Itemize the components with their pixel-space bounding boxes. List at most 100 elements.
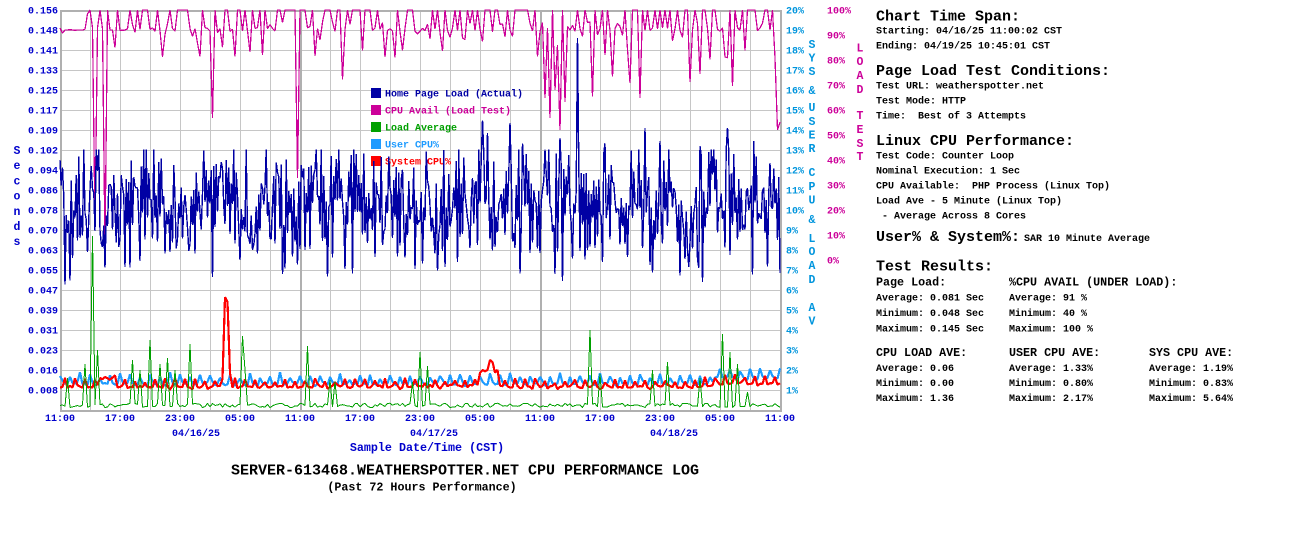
svg-text:S: S bbox=[857, 138, 864, 151]
svg-text:04/17/25: 04/17/25 bbox=[410, 428, 458, 440]
svg-text:Minimum: 0.048 Sec: Minimum: 0.048 Sec bbox=[876, 308, 984, 320]
svg-text:S: S bbox=[809, 39, 816, 52]
svg-text:0.148: 0.148 bbox=[28, 27, 58, 38]
svg-text:0.039: 0.039 bbox=[28, 307, 58, 318]
svg-text:Page Load:: Page Load: bbox=[876, 276, 946, 290]
svg-text:0.156: 0.156 bbox=[28, 7, 58, 18]
svg-text:11:00: 11:00 bbox=[45, 414, 75, 425]
svg-text:17:00: 17:00 bbox=[105, 414, 135, 425]
svg-text:14%: 14% bbox=[786, 127, 804, 138]
svg-text:Ending: 04/19/25 10:45:01 CST: Ending: 04/19/25 10:45:01 CST bbox=[876, 41, 1050, 53]
svg-text:Average: 91 %: Average: 91 % bbox=[1009, 294, 1087, 305]
svg-text:0.031: 0.031 bbox=[28, 327, 58, 338]
svg-text:Load Average: Load Average bbox=[385, 123, 457, 135]
svg-text:C: C bbox=[809, 167, 816, 180]
svg-text:0.055: 0.055 bbox=[28, 267, 58, 278]
svg-text:50%: 50% bbox=[827, 132, 845, 143]
svg-text:E: E bbox=[809, 130, 816, 143]
svg-text:17:00: 17:00 bbox=[585, 414, 615, 425]
svg-text:4%: 4% bbox=[786, 327, 798, 338]
svg-text:10%: 10% bbox=[786, 207, 804, 218]
svg-text:e: e bbox=[14, 160, 21, 173]
svg-text:SAR 10 Minute Average: SAR 10 Minute Average bbox=[1024, 233, 1150, 245]
svg-text:Average: 1.33%: Average: 1.33% bbox=[1009, 364, 1093, 375]
svg-text:L: L bbox=[857, 43, 864, 56]
svg-text:Test Results:: Test Results: bbox=[876, 259, 993, 276]
svg-text:10%: 10% bbox=[827, 232, 845, 243]
svg-text:70%: 70% bbox=[827, 82, 845, 93]
svg-text:CPU Available: PHP Process (L: CPU Available: PHP Process (Linux Top) bbox=[876, 181, 1110, 193]
svg-text:s: s bbox=[14, 236, 21, 249]
svg-text:30%: 30% bbox=[827, 182, 845, 193]
svg-text:Page Load Test Conditions:: Page Load Test Conditions: bbox=[876, 63, 1110, 80]
svg-text:0.109: 0.109 bbox=[28, 127, 58, 138]
svg-text:23:00: 23:00 bbox=[165, 414, 195, 425]
svg-text:05:00: 05:00 bbox=[705, 414, 735, 425]
svg-text:S: S bbox=[14, 145, 21, 158]
svg-text:Average: 0.081 Sec: Average: 0.081 Sec bbox=[876, 294, 984, 305]
svg-text:60%: 60% bbox=[827, 107, 845, 118]
svg-text:12%: 12% bbox=[786, 167, 804, 178]
svg-text:05:00: 05:00 bbox=[225, 414, 255, 425]
svg-text:(Past 72 Hours Performance): (Past 72 Hours Performance) bbox=[327, 481, 516, 495]
svg-text:Average: 0.06: Average: 0.06 bbox=[876, 364, 954, 375]
svg-text:S: S bbox=[809, 66, 816, 79]
svg-text:0.023: 0.023 bbox=[28, 347, 58, 358]
svg-text:T: T bbox=[857, 110, 864, 123]
svg-text:%CPU AVAIL (UNDER LOAD):: %CPU AVAIL (UNDER LOAD): bbox=[1009, 276, 1177, 290]
svg-text:16%: 16% bbox=[786, 87, 804, 98]
svg-text:23:00: 23:00 bbox=[645, 414, 675, 425]
svg-text:P: P bbox=[809, 181, 816, 194]
svg-text:Minimum: 0.00: Minimum: 0.00 bbox=[876, 378, 954, 390]
svg-text:0.117: 0.117 bbox=[28, 107, 58, 118]
svg-text:11:00: 11:00 bbox=[285, 414, 315, 425]
svg-text:0.086: 0.086 bbox=[28, 187, 58, 198]
svg-text:User CPU%: User CPU% bbox=[385, 141, 439, 152]
svg-text:18%: 18% bbox=[786, 47, 804, 58]
svg-text:5%: 5% bbox=[786, 307, 798, 318]
svg-text:c: c bbox=[14, 175, 21, 188]
svg-text:- Average Across 8 Cores: - Average Across 8 Cores bbox=[876, 212, 1026, 223]
svg-text:Nominal Execution: 1 Sec: Nominal Execution: 1 Sec bbox=[876, 166, 1020, 178]
svg-text:0.063: 0.063 bbox=[28, 247, 58, 258]
svg-text:13%: 13% bbox=[786, 147, 804, 158]
svg-text:L: L bbox=[809, 233, 816, 246]
svg-text:E: E bbox=[857, 124, 864, 137]
svg-text:11%: 11% bbox=[786, 187, 804, 198]
svg-text:Average: 1.19%: Average: 1.19% bbox=[1149, 364, 1233, 375]
svg-text:04/16/25: 04/16/25 bbox=[172, 428, 220, 440]
svg-text:o: o bbox=[14, 191, 21, 204]
svg-text:U: U bbox=[809, 102, 816, 115]
svg-text:User% & System%:: User% & System%: bbox=[876, 229, 1020, 246]
svg-text:0.008: 0.008 bbox=[28, 387, 58, 398]
svg-text:Maximum: 100 %: Maximum: 100 % bbox=[1009, 324, 1093, 336]
svg-text:Linux CPU Performance:: Linux CPU Performance: bbox=[876, 133, 1074, 150]
svg-text:O: O bbox=[809, 246, 816, 259]
svg-text:&: & bbox=[809, 214, 816, 227]
svg-text:40%: 40% bbox=[827, 157, 845, 168]
svg-text:80%: 80% bbox=[827, 57, 845, 68]
svg-text:11:00: 11:00 bbox=[525, 414, 555, 425]
svg-text:0.078: 0.078 bbox=[28, 207, 58, 218]
svg-text:Maximum: 5.64%: Maximum: 5.64% bbox=[1149, 393, 1233, 405]
svg-text:Maximum: 0.145 Sec: Maximum: 0.145 Sec bbox=[876, 324, 984, 336]
svg-text:0.094: 0.094 bbox=[28, 167, 58, 178]
svg-text:7%: 7% bbox=[786, 267, 798, 278]
svg-text:R: R bbox=[809, 143, 816, 156]
svg-text:Starting: 04/16/25 11:00:02 CS: Starting: 04/16/25 11:00:02 CST bbox=[876, 26, 1062, 38]
svg-text:17:00: 17:00 bbox=[345, 414, 375, 425]
svg-text:A: A bbox=[809, 260, 816, 273]
svg-text:Chart Time Span:: Chart Time Span: bbox=[876, 9, 1020, 26]
svg-text:T: T bbox=[857, 151, 864, 164]
svg-text:O: O bbox=[857, 56, 864, 69]
svg-text:04/18/25: 04/18/25 bbox=[650, 428, 698, 440]
svg-text:n: n bbox=[14, 206, 21, 219]
svg-text:20%: 20% bbox=[827, 207, 845, 218]
svg-text:Minimum: 0.80%: Minimum: 0.80% bbox=[1009, 378, 1093, 390]
svg-text:U: U bbox=[809, 195, 816, 208]
svg-text:Test URL: weatherspotter.net: Test URL: weatherspotter.net bbox=[876, 81, 1044, 93]
svg-text:Home Page Load (Actual): Home Page Load (Actual) bbox=[385, 89, 523, 101]
svg-text:Test Mode: HTTP: Test Mode: HTTP bbox=[876, 96, 966, 108]
svg-text:System CPU%: System CPU% bbox=[385, 158, 451, 169]
svg-text:SYS CPU AVE:: SYS CPU AVE: bbox=[1149, 346, 1233, 360]
